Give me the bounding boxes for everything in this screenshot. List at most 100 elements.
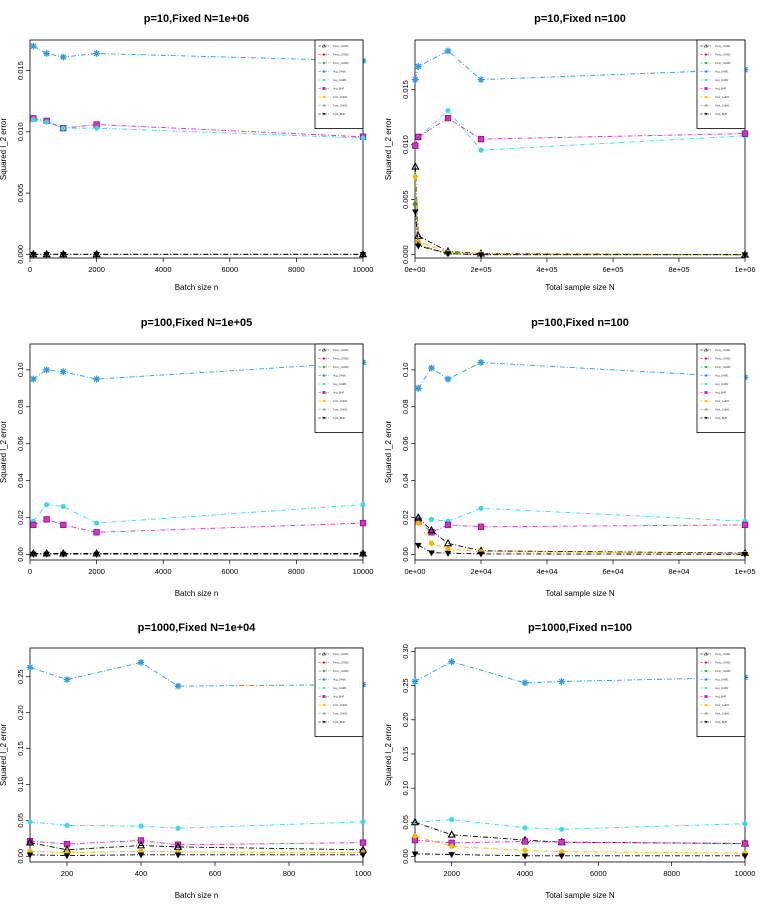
legend-label: Twst_GHM1: [333, 95, 348, 99]
x-tick-label: 4e+05: [536, 265, 557, 274]
data-point: [558, 678, 566, 685]
x-tick-label: 400: [135, 869, 148, 878]
data-point: [412, 833, 418, 839]
data-point: [360, 502, 366, 508]
y-axis-label: Squared l_2 error: [384, 724, 393, 787]
legend-marker-group: [322, 661, 326, 664]
data-point: [521, 853, 529, 860]
data-point: [359, 839, 367, 846]
legend-marker: [322, 677, 326, 682]
legend-marker: [322, 720, 326, 724]
legend-marker-group: [322, 720, 326, 724]
data-point: [477, 551, 485, 558]
data-point: [478, 505, 484, 511]
legend-label: Avg_GHM1: [715, 374, 729, 378]
y-tick-label: 0.00: [16, 849, 25, 864]
series-line: [33, 518, 364, 533]
x-tick-label: 600: [209, 869, 222, 878]
data-point: [43, 366, 51, 374]
y-tick-label: 0.25: [16, 669, 25, 684]
data-point: [359, 551, 367, 558]
data-point: [44, 502, 50, 508]
legend-label: Proxy_GHM1: [715, 348, 731, 352]
y-tick-label: 0.04: [16, 473, 25, 488]
legend-marker-group: [704, 78, 708, 82]
data-point: [30, 252, 37, 258]
series-line: [414, 109, 746, 151]
y-tick-label: 0.00: [401, 849, 410, 864]
plot-frame: [414, 39, 746, 259]
legend-label: Twst_BHP: [715, 416, 727, 420]
series-line: [418, 507, 746, 522]
legend-label: Twst_GHM2: [333, 712, 348, 716]
series-line: [418, 520, 746, 533]
data-point: [410, 817, 420, 826]
x-tick-label: 4e+04: [536, 567, 557, 576]
data-point: [63, 853, 71, 860]
series-line: [414, 211, 745, 256]
legend-marker-group: [704, 87, 708, 90]
legend-marker-group: [322, 416, 326, 420]
data-point: [414, 243, 422, 250]
legend-marker-group: [322, 112, 326, 116]
data-point: [94, 520, 100, 526]
legend-marker-group: [704, 677, 708, 682]
data-point: [59, 368, 67, 376]
legend-label: Avg_GHM1: [715, 70, 729, 74]
data-point: [741, 551, 749, 558]
x-tick-label: 2000: [443, 869, 460, 878]
legend-marker: [704, 669, 708, 673]
chart-title: p=100,Fixed N=1e+05: [141, 317, 253, 329]
data-point: [174, 841, 182, 848]
legend-label: Proxy_GHM2: [333, 357, 349, 361]
x-tick-label: 4000: [155, 265, 172, 274]
chart-panel: p=10,Fixed N=1e+06 0 2000 4000 6000 8000 10000…: [0, 13, 373, 292]
series-line: [414, 176, 746, 256]
legend-label: Avg_GHM1: [715, 678, 729, 682]
data-point: [522, 847, 528, 853]
legend-label: Twst_GHM2: [333, 104, 348, 108]
legend-marker: [322, 61, 326, 65]
x-tick-label: 0e+00: [404, 265, 425, 274]
legend-marker: [322, 382, 326, 386]
data-point: [173, 842, 183, 850]
legend-label: Avg_BHP: [715, 87, 726, 91]
legend-marker-group: [322, 669, 326, 673]
series-line: [29, 850, 364, 854]
x-tick-label: 6000: [590, 869, 607, 878]
chart-panel: p=1000,Fixed N=1e+04 200 400 600 800 1000 Batc…: [0, 622, 371, 900]
data-point: [444, 47, 452, 55]
x-axis-label: Batch size n: [175, 283, 219, 292]
data-point: [43, 551, 50, 558]
legend-marker: [704, 357, 708, 360]
data-point: [448, 658, 456, 666]
legend-marker-group: [704, 104, 708, 107]
legend-marker: [704, 347, 708, 352]
legend-marker: [704, 53, 708, 56]
legend-marker: [704, 651, 708, 656]
data-point: [412, 173, 418, 180]
legend-label: Avg_BHP: [333, 87, 344, 91]
legend-marker-group: [322, 69, 326, 74]
legend-marker: [704, 104, 708, 107]
chart-panel: p=100,Fixed N=1e+05 0 2000 4000 6000 8000 1000…: [0, 317, 373, 598]
data-point: [428, 540, 435, 546]
series-line: [417, 517, 746, 554]
x-axis-label: Total sample size N: [545, 283, 615, 292]
legend-label: Twst_BHP: [333, 112, 345, 116]
data-point: [444, 115, 452, 122]
legend-label: Avg_BHP: [333, 695, 344, 699]
legend-marker-group: [704, 408, 708, 411]
x-axis-label: Total sample size N: [545, 589, 615, 598]
legend-marker: [704, 391, 708, 394]
y-axis-label: Squared l_2 error: [0, 421, 8, 484]
legend-label: Avg_GHM2: [715, 78, 729, 82]
legend-marker: [322, 686, 326, 690]
data-point: [558, 839, 565, 846]
legend-label: Twst_GHM2: [333, 408, 348, 412]
legend-label: Proxy_GHM2: [715, 53, 731, 57]
data-point: [30, 551, 37, 558]
data-point: [59, 551, 67, 558]
legend-marker: [704, 408, 708, 411]
